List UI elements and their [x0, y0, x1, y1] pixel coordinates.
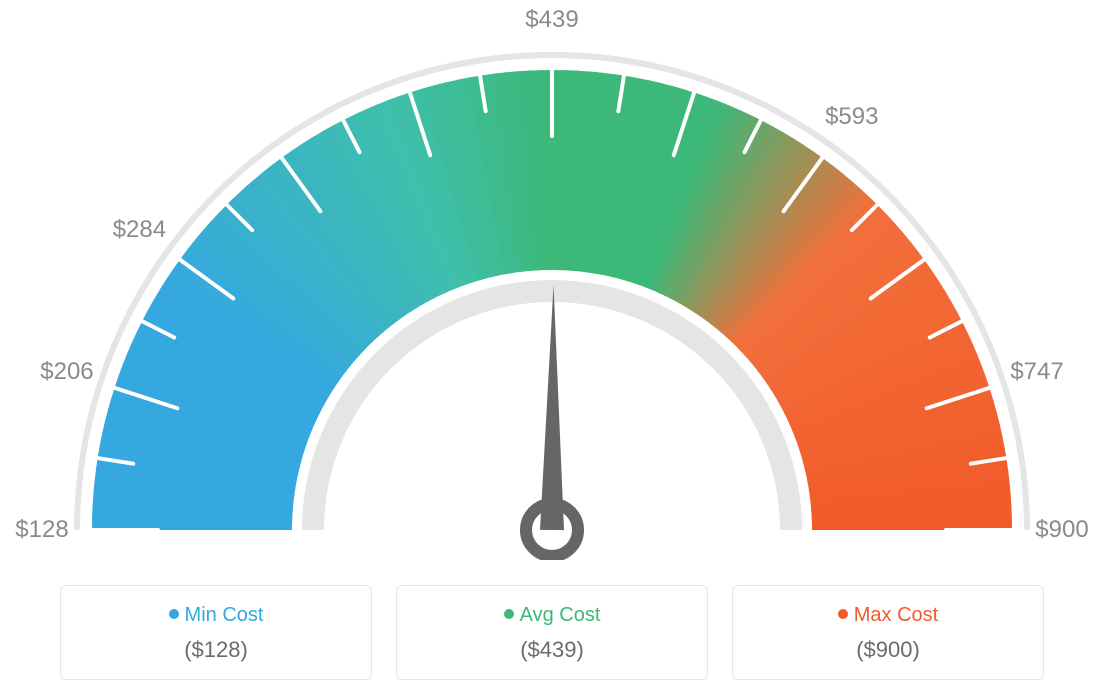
- legend-min-label: Min Cost: [71, 604, 361, 627]
- dot-icon: [838, 609, 848, 619]
- legend-min-cost: Min Cost ($128): [60, 585, 372, 680]
- legend-max-label: Max Cost: [743, 604, 1033, 627]
- dot-icon: [169, 609, 179, 619]
- gauge-tick-label: $900: [1035, 516, 1088, 544]
- legend-label-text: Max Cost: [854, 604, 938, 626]
- gauge-tick-label: $284: [113, 216, 166, 244]
- legend-min-value: ($128): [71, 637, 361, 663]
- cost-gauge-chart: $128 $206 $284 $439 $593 $747 $900 Min Cost ($…: [0, 0, 1104, 690]
- legend-max-cost: Max Cost ($900): [732, 585, 1044, 680]
- gauge-tick-label: $747: [1010, 358, 1063, 386]
- dot-icon: [504, 609, 514, 619]
- gauge-tick-label: $128: [15, 516, 68, 544]
- legend-avg-value: ($439): [407, 637, 697, 663]
- legend-max-value: ($900): [743, 637, 1033, 663]
- legend-label-text: Min Cost: [185, 604, 264, 626]
- legend-avg-label: Avg Cost: [407, 604, 697, 627]
- gauge-tick-label: $439: [525, 6, 578, 34]
- gauge-tick-label: $206: [40, 358, 93, 386]
- legend-avg-cost: Avg Cost ($439): [396, 585, 708, 680]
- legend-label-text: Avg Cost: [520, 604, 601, 626]
- gauge-tick-label: $593: [825, 103, 878, 131]
- legend-row: Min Cost ($128) Avg Cost ($439) Max Cost…: [0, 585, 1104, 680]
- gauge: $128 $206 $284 $439 $593 $747 $900: [0, 0, 1104, 560]
